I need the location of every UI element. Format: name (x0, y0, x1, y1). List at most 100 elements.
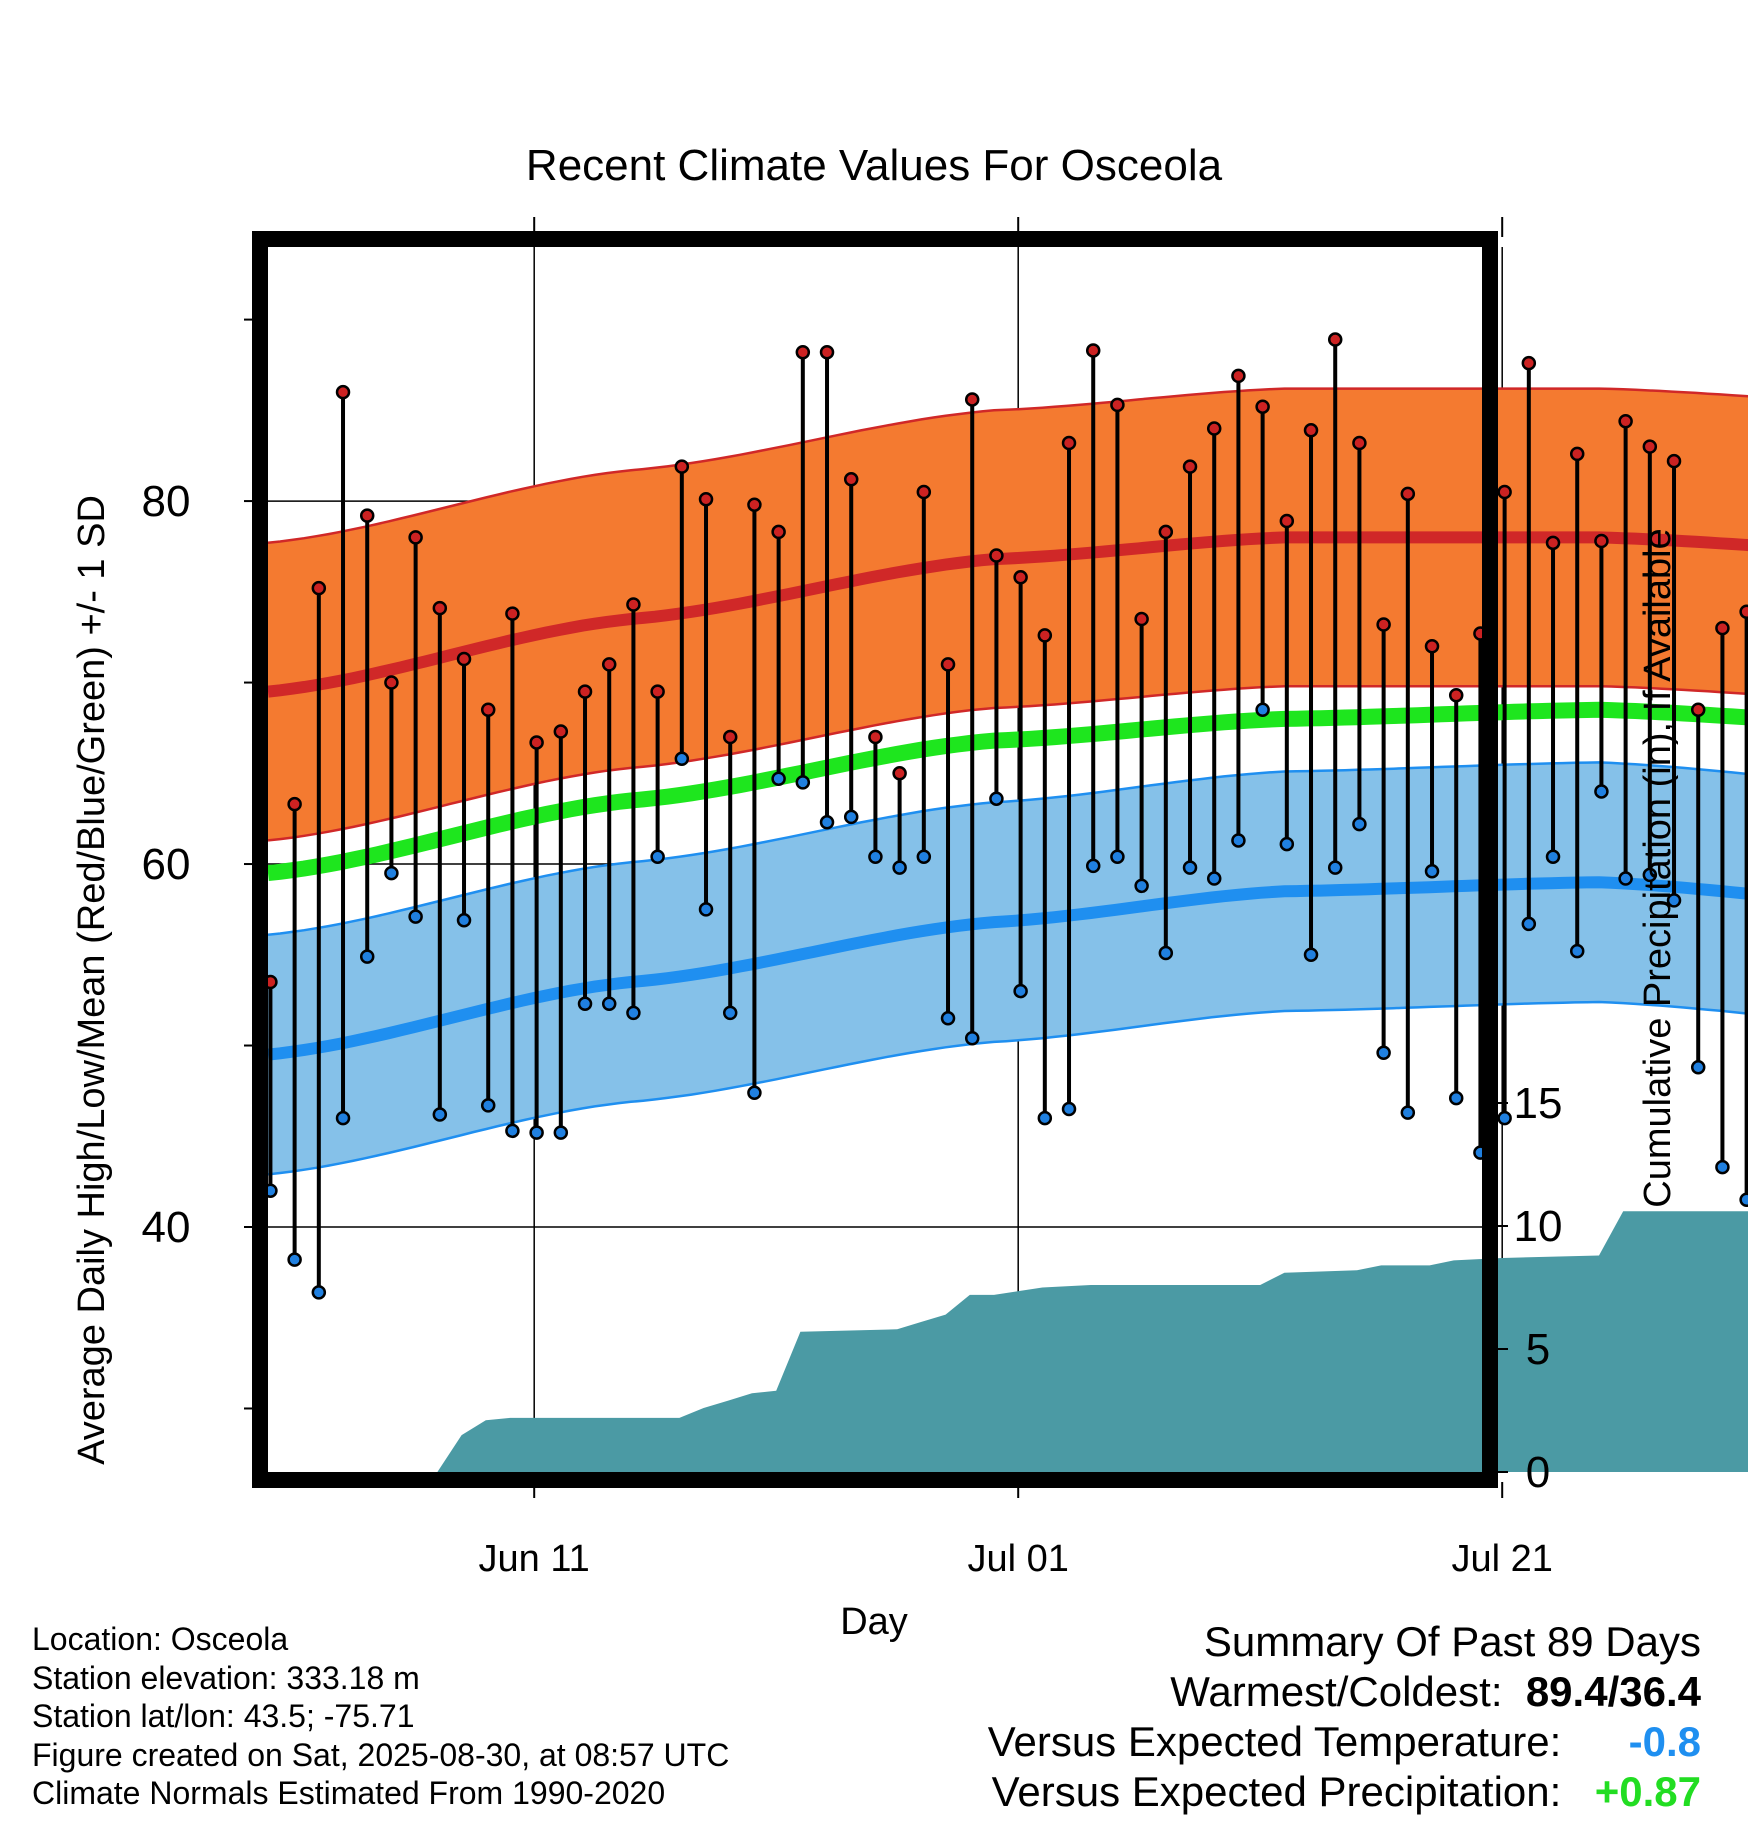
low-point (989, 791, 1004, 806)
low-point (1618, 871, 1633, 886)
low-point (577, 996, 593, 1012)
y-tick-label: 60 (142, 840, 191, 889)
low-point (601, 996, 617, 1012)
high-lower-edge (267, 684, 1748, 842)
temp-row: Versus Expected Temperature: -0.8 (988, 1717, 1701, 1767)
low-upper-edge (267, 761, 1748, 937)
low-point (1521, 916, 1537, 932)
warm-cold-label: Warmest/Coldest: (1170, 1668, 1503, 1715)
high-point (1352, 435, 1367, 451)
high-point (1715, 620, 1730, 636)
high-point (674, 459, 690, 474)
low-point (1690, 1060, 1706, 1075)
high-point (287, 796, 302, 812)
plot-frame: 90Days (252, 231, 1498, 1488)
low-point (1279, 836, 1295, 852)
high-point (1594, 533, 1609, 549)
low-point (480, 1098, 496, 1113)
latlon-text: Station lat/lon: 43.5; -75.71 (32, 1698, 415, 1734)
high-point (480, 702, 496, 718)
high-point (1618, 413, 1633, 429)
high-point (1497, 484, 1512, 500)
low-point (384, 865, 399, 881)
high-sd-band (268, 388, 1748, 841)
high-point (722, 729, 738, 745)
low-point (1206, 871, 1222, 886)
low-point (1085, 858, 1101, 874)
data-points (263, 332, 1748, 1300)
x-tick-label: Jul 01 (967, 1538, 1068, 1580)
low-point (1303, 947, 1319, 963)
low-normal-line (267, 876, 1748, 1061)
mean-normal-line (267, 701, 1748, 882)
low-point (359, 949, 375, 964)
precip-tick-label: 10 (1514, 1202, 1563, 1251)
high-point (819, 345, 835, 360)
low-point (868, 849, 883, 865)
summary-title: Summary Of Past 89 Days (1203, 1618, 1701, 1665)
high-low-sticks (268, 339, 1748, 1293)
low-point (771, 771, 786, 786)
high-point (1085, 343, 1101, 358)
temp-value: -0.8 (1628, 1718, 1701, 1765)
low-point (1255, 702, 1270, 718)
cumulative-precip-area (268, 1211, 1748, 1472)
low-point (1666, 893, 1682, 908)
y-tick-label: 80 (142, 477, 191, 526)
high-point (698, 492, 714, 507)
high-point (1013, 570, 1028, 585)
high-point (335, 384, 351, 400)
low-point (892, 860, 907, 875)
low-point (408, 909, 423, 924)
location-text: Location: Osceola (32, 1621, 289, 1657)
low-point (916, 849, 932, 865)
precip-label: Versus Expected Precipitation: (991, 1768, 1562, 1815)
summary-panel: Summary Of Past 89 Days Warmest/Coldest:… (988, 1617, 1701, 1817)
high-normal-line (267, 531, 1748, 698)
low-point (1545, 849, 1561, 865)
elevation-text: Station elevation: 333.18 m (32, 1659, 420, 1696)
low-point (1424, 864, 1440, 879)
low-point (1497, 1110, 1512, 1126)
high-point (1424, 639, 1440, 654)
temp-label: Versus Expected Temperature: (987, 1718, 1562, 1765)
high-point (1303, 423, 1319, 438)
high-point (1376, 617, 1391, 632)
high-point (359, 508, 375, 523)
precip-row: Versus Expected Precipitation: +0.87 (988, 1767, 1701, 1817)
high-point (964, 392, 980, 407)
warm-cold-row: Warmest/Coldest: 89.4/36.4 (988, 1667, 1701, 1717)
low-sd-band (268, 762, 1748, 1175)
high-point (456, 651, 472, 667)
y-tick-label: 40 (142, 1203, 191, 1252)
high-point (1642, 439, 1658, 454)
high-point (626, 597, 641, 612)
low-point (335, 1110, 351, 1126)
low-point (674, 751, 690, 767)
normals-text: Climate Normals Estimated From 1990-2020 (32, 1775, 666, 1811)
high-point (1327, 332, 1343, 347)
high-point (795, 345, 811, 360)
low-point (1352, 816, 1367, 832)
high-point (1110, 397, 1125, 413)
low-point (747, 1085, 762, 1100)
high-point (408, 530, 423, 545)
precip-tick-label: 15 (1514, 1079, 1563, 1128)
precip-tick-label: 5 (1526, 1325, 1550, 1374)
high-point (1690, 702, 1706, 718)
low-point (698, 902, 714, 917)
precip-area (268, 1211, 1748, 1472)
low-point (1013, 983, 1028, 999)
high-point (529, 735, 544, 750)
normal-bands (267, 387, 1748, 1176)
high-point (916, 484, 932, 500)
low-point (1231, 833, 1246, 848)
low-point (1061, 1101, 1077, 1117)
high-point (989, 548, 1004, 563)
low-point (287, 1252, 302, 1267)
high-point (1206, 421, 1222, 436)
x-axis-label: Day (840, 1601, 908, 1643)
high-point (1521, 355, 1537, 371)
high-upper-edge (267, 387, 1748, 545)
